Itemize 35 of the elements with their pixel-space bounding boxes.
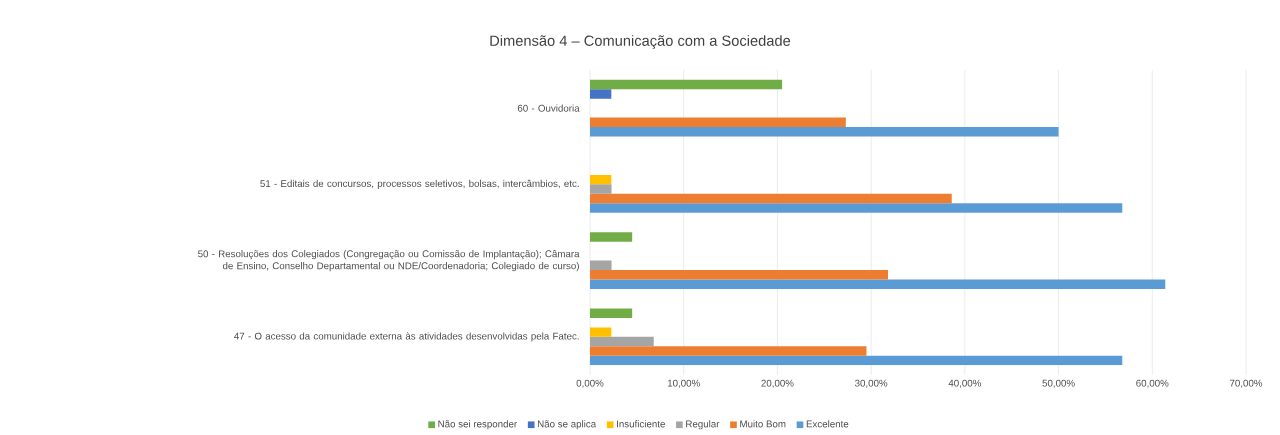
bar (590, 270, 889, 280)
legend-label: Insuficiente (617, 420, 665, 428)
y-tick-label: 50 - Resoluções dos Colegiados (Congregação ou Comissão de Implantação); Câmara de Ensino, Conselho Departamental ou NDE/Coordenadoria; Colegiado de curso) (198, 250, 580, 272)
legend-label: Muito Bom (740, 420, 786, 428)
x-tick-label: 30,00% (855, 379, 888, 388)
bar (590, 308, 633, 319)
bar (590, 327, 612, 338)
bar (590, 117, 846, 128)
bar (590, 232, 633, 242)
x-tick-label: 10,00% (667, 379, 700, 388)
legend-label: Não sei responder (438, 420, 517, 430)
y-tick-label: 47 - O acesso da comunidade externa às atividades desenvolvidas pela Fatec. (234, 332, 579, 342)
bar (590, 89, 612, 99)
x-tick-label: 70,00% (1229, 379, 1263, 388)
y-tick-label: 51 - Editais de concursos, processos seletivos, bolsas, intercâmbios, etc. (260, 180, 579, 190)
bar (590, 127, 1059, 137)
x-tick-label: 60,00% (1136, 379, 1169, 388)
bar (590, 260, 612, 271)
chart-title: Dimensão 4 – Comunicação com a Sociedade (490, 35, 791, 50)
bar (590, 279, 1166, 290)
legend-label: Regular (686, 420, 720, 430)
legend-label: Não se aplica (537, 420, 597, 430)
x-tick-label: 40,00% (948, 379, 981, 388)
legend-label: Excelente (806, 420, 849, 428)
bar (590, 194, 952, 204)
y-tick-label: 60 - Ouvidoria (517, 104, 580, 112)
x-tick-label: 50,00% (1042, 379, 1075, 388)
bar (590, 356, 1123, 366)
bar (590, 203, 1123, 214)
bar (590, 346, 867, 357)
bar (590, 184, 612, 195)
bar (590, 79, 783, 90)
bar (590, 337, 654, 347)
x-tick-label: 20,00% (761, 379, 794, 388)
x-tick-label: 0,00% (576, 379, 604, 388)
